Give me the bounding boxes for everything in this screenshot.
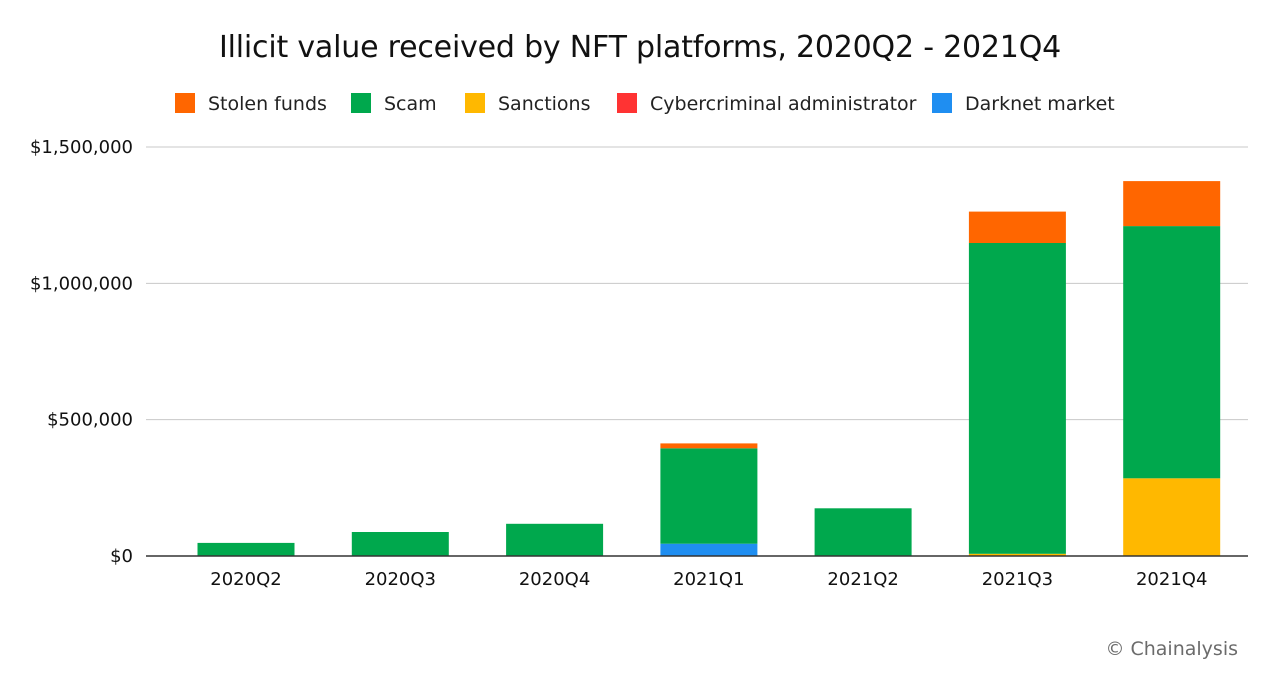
legend-label-stolen-funds: Stolen funds (208, 93, 327, 115)
legend: Stolen funds Scam Sanctions Cybercriminal a… (175, 93, 1115, 115)
y-tick-label: $1,000,000 (30, 273, 133, 294)
x-tick-label: 2020Q3 (365, 569, 436, 590)
x-tick-label: 2021Q1 (673, 569, 744, 590)
x-tick-label: 2021Q4 (1136, 569, 1207, 590)
source-credit: © Chainalysis (1105, 638, 1238, 660)
bar-scam-2021q4 (1123, 226, 1221, 479)
bars (197, 181, 1221, 556)
x-tick-label: 2020Q4 (519, 569, 590, 590)
bar-stolen-funds-2021q3 (968, 211, 1066, 243)
legend-label-darknet-market: Darknet market (965, 93, 1115, 115)
bar-sanctions-2021q4 (1123, 478, 1221, 556)
y-tick-label: $1,500,000 (30, 137, 133, 158)
bar-stolen-funds-2021q4 (1123, 181, 1221, 227)
x-axis: 2020Q2 2020Q3 2020Q4 2021Q1 2021Q2 2021Q3 2021… (146, 555, 1248, 590)
bar-scam-2021q1 (660, 448, 758, 544)
y-tick-label: $500,000 (47, 410, 133, 431)
legend-swatch-sanctions (465, 93, 485, 113)
legend-swatch-darknet-market (932, 93, 952, 113)
x-tick-label: 2021Q3 (982, 569, 1053, 590)
x-tick-label: 2020Q2 (210, 569, 281, 590)
bar-darknet-market-2021q1 (660, 543, 758, 556)
x-tick-label: 2021Q2 (827, 569, 898, 590)
bar-stolen-funds-2021q1 (660, 443, 758, 449)
legend-swatch-stolen-funds (175, 93, 195, 113)
bar-scam-2020q3 (351, 532, 449, 556)
bar-sanctions-2021q3 (968, 553, 1066, 556)
legend-label-sanctions: Sanctions (498, 93, 591, 115)
bar-scam-2020q4 (506, 523, 604, 556)
legend-label-cybercriminal-administrator: Cybercriminal administrator (650, 93, 917, 115)
legend-swatch-scam (351, 93, 371, 113)
bar-scam-2020q2 (197, 542, 295, 556)
y-tick-label: $0 (110, 546, 133, 567)
bar-scam-2021q2 (814, 508, 912, 556)
chart-title: Illicit value received by NFT platforms,… (219, 30, 1061, 65)
legend-swatch-cybercriminal-administrator (617, 93, 637, 113)
legend-label-scam: Scam (384, 93, 437, 115)
bar-scam-2021q3 (968, 243, 1066, 554)
